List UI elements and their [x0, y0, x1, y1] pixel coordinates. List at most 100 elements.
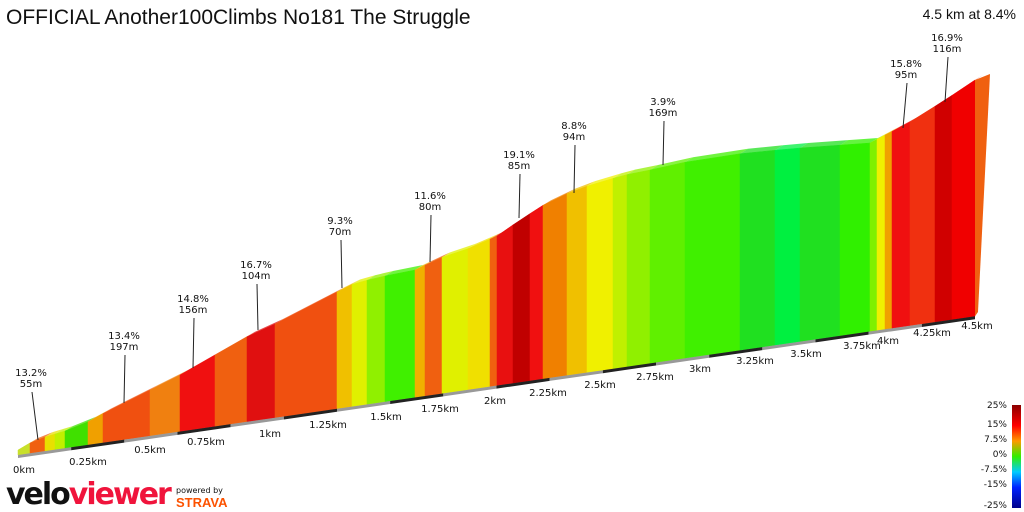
section-grade: 15.8% [890, 59, 922, 70]
section-grade: 9.3% [327, 216, 352, 227]
gradient-segment [774, 147, 801, 346]
gradient-segment [884, 131, 893, 330]
gradient-segment [612, 174, 628, 370]
distance-scale-segment [283, 408, 337, 420]
segment-top-face [425, 252, 450, 266]
gradient-segment [876, 134, 886, 331]
legend-label: 0% [993, 450, 1008, 460]
section-grade: 19.1% [503, 150, 535, 161]
climb-section-annotation: 13.4%197m [108, 331, 140, 404]
gradient-segment [179, 354, 216, 432]
x-tick-label: 2km [484, 396, 506, 407]
climb-summary: 4.5 km at 8.4% [922, 6, 1016, 22]
section-grade: 11.6% [414, 191, 446, 202]
x-tick-label: 3km [689, 364, 711, 375]
x-tick-label: 4.5km [961, 321, 992, 332]
section-length: 156m [179, 305, 208, 316]
gradient-segment [739, 149, 776, 351]
section-grade: 8.8% [561, 121, 586, 132]
annotation-pointer [902, 82, 908, 129]
x-tick-label: 2.25km [529, 388, 567, 399]
gradient-segment [586, 178, 614, 373]
segment-top-face [150, 370, 188, 390]
distance-scale-segment [177, 424, 231, 435]
segment-top-face [543, 188, 575, 206]
x-tick-label: 2.75km [636, 372, 674, 383]
x-tick-label: 4.25km [913, 328, 951, 339]
annotation-pointer [31, 391, 39, 441]
climb-section-annotation: 9.3%70m [327, 216, 353, 289]
x-tick-label: 0.5km [134, 445, 165, 456]
powered-by: powered by [176, 486, 223, 495]
segment-top-face [775, 143, 808, 151]
annotation-pointer [662, 120, 665, 166]
logo-viewer: viewer [68, 477, 172, 512]
gradient-segment [839, 142, 871, 337]
x-tick-label: 3.25km [736, 356, 774, 367]
climb-section-annotation: 16.9%116m [931, 33, 963, 103]
distance-scale-segment [602, 362, 656, 374]
x-tick-label: 3.5km [790, 349, 821, 360]
gradient-segment [441, 248, 469, 394]
segment-top-face [30, 432, 53, 443]
distance-scale-segment [549, 370, 603, 381]
x-tick-label: 4km [877, 336, 899, 347]
distance-scale-segment [815, 331, 869, 343]
section-length: 55m [20, 379, 42, 390]
x-tick-label: 1km [259, 429, 281, 440]
segment-top-face [65, 416, 96, 431]
segment-top-face [415, 260, 433, 270]
segment-top-face [55, 426, 73, 434]
section-length: 95m [895, 70, 917, 81]
segment-top-face [468, 234, 498, 249]
gradient-segment [351, 279, 368, 407]
profile-end-face [975, 74, 990, 317]
segment-top-face [892, 116, 918, 132]
distance-scale-segment [868, 323, 922, 335]
legend-colorbar [1012, 405, 1021, 508]
gradient-segment [424, 256, 443, 397]
segment-top-face [650, 157, 693, 170]
gradient-segment [214, 336, 248, 427]
segment-top-face [840, 138, 878, 146]
segment-top-face [180, 350, 223, 375]
gradient-segment [512, 213, 531, 384]
section-grade: 13.4% [108, 331, 140, 342]
gradient-segment [566, 185, 588, 376]
distance-scale-segment [443, 385, 497, 397]
section-grade: 3.9% [650, 97, 675, 108]
gradient-segment [934, 94, 953, 323]
climb-section-annotation: 15.8%95m [890, 59, 922, 129]
annotation-pointer [192, 317, 195, 369]
gradient-segment [336, 284, 353, 410]
section-length: 197m [110, 342, 139, 353]
legend-label: 15% [987, 420, 1007, 430]
section-grade: 13.2% [15, 368, 47, 379]
gradient-segment [414, 264, 426, 398]
logo-velo: velo [6, 477, 71, 512]
climb-section-annotation: 3.9%169m [649, 97, 677, 166]
segment-top-face [103, 385, 158, 414]
distance-scale-segment [18, 447, 72, 458]
x-tick-label: 0.75km [187, 437, 225, 448]
section-grade: 14.8% [177, 294, 209, 305]
segment-top-face [215, 331, 255, 355]
segment-top-face [877, 130, 893, 140]
segment-top-face [885, 126, 900, 135]
gradient-segment [54, 430, 66, 450]
x-tick-label: 2.5km [584, 380, 615, 391]
annotation-pointer [518, 173, 521, 219]
legend-label: 25% [987, 401, 1007, 411]
strava-logo[interactable]: STRAVA [176, 495, 228, 510]
section-length: 104m [242, 271, 271, 282]
segment-top-face [88, 408, 111, 422]
distance-scale-segment [71, 439, 125, 451]
segment-top-face [627, 165, 658, 175]
gradient-segment [102, 389, 151, 443]
gradient-segment [891, 121, 911, 329]
legend-label: -25% [984, 501, 1008, 511]
segment-top-face [247, 319, 283, 337]
veloviewer-logo[interactable]: veloviewer [6, 477, 172, 512]
gradient-segment [17, 442, 31, 456]
